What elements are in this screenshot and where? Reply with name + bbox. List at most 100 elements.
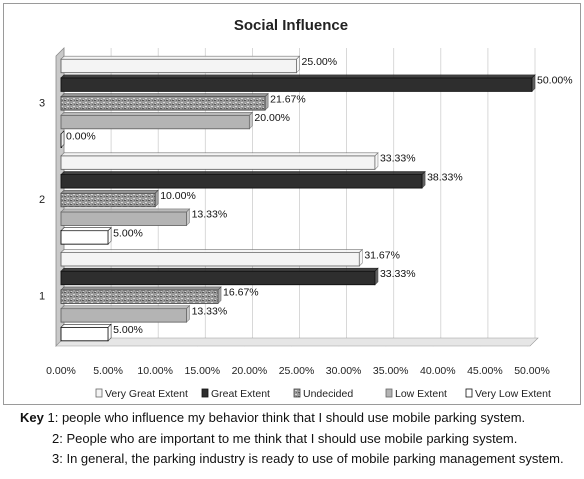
bar-end-face [249, 111, 253, 130]
bar [60, 211, 188, 226]
data-label: 5.00% [113, 227, 143, 239]
legend-label: Great Extent [211, 388, 270, 400]
key-section: Key 1: people who influence my behavior … [20, 408, 580, 470]
legend-swatch [95, 388, 103, 398]
data-label: 50.00% [537, 75, 573, 87]
key-item-2: 2: People who are important to me think … [52, 430, 518, 446]
bar-end-face [264, 92, 269, 111]
bar-top-face [60, 152, 379, 157]
bar-end-face [296, 55, 300, 74]
chart-frame: Social Influence 31.67% 33.33% 16.67% 13.33… [3, 3, 581, 405]
key-line-1: Key 1: people who influence my behavior … [20, 408, 580, 429]
data-label: 16.67% [223, 287, 259, 299]
bar-top-face [60, 111, 254, 116]
bar-top-face [60, 324, 112, 328]
legend-label: Very Great Extent [105, 388, 188, 400]
bar [60, 174, 423, 189]
bar-top-face [60, 305, 191, 309]
bar-top-face [60, 55, 301, 60]
legend: Very Great Extent Great Extent Undecided Lo… [95, 388, 551, 400]
bar [60, 289, 219, 304]
bar-top-face [60, 208, 191, 213]
bar-top-face [60, 74, 536, 79]
data-label: 33.33% [380, 153, 416, 165]
x-tick-label: 40.00% [420, 365, 456, 377]
bar-top-face [60, 171, 426, 175]
x-tick-label: 10.00% [137, 365, 173, 377]
bar-end-face [107, 226, 112, 245]
x-tick-label: 0.00% [46, 365, 76, 377]
legend-swatch [385, 388, 393, 398]
bars [60, 55, 536, 342]
bar [60, 270, 376, 286]
bar-end-face [154, 189, 159, 208]
data-label: 13.33% [192, 209, 228, 221]
x-tick-label: 20.00% [232, 365, 268, 377]
data-label: 10.00% [160, 190, 196, 202]
bar-end-face [374, 267, 379, 286]
bar [60, 230, 109, 245]
legend-swatch [201, 388, 209, 398]
plot-floor [55, 337, 539, 347]
bar [60, 58, 297, 74]
data-label: 0.00% [66, 131, 96, 143]
legend-swatch [465, 388, 473, 398]
data-labels: 31.67% 33.33% 16.67% 13.33% 5.00% 33.33% 38.33… [66, 56, 573, 336]
x-tick-label: 25.00% [279, 365, 315, 377]
data-label: 21.67% [270, 93, 306, 105]
x-tick-label: 30.00% [326, 365, 362, 377]
bar-end-face [107, 323, 112, 342]
bar [60, 155, 376, 170]
bar-end-face [374, 152, 379, 171]
bar-top-face [60, 189, 159, 194]
data-label: 33.33% [380, 268, 416, 280]
bar-top-face [60, 227, 112, 231]
key-item-1: 1: people who influence my behavior thin… [47, 410, 526, 425]
data-label: 25.00% [302, 56, 338, 68]
bar-end-face [217, 286, 222, 305]
bar-end-face [60, 130, 65, 149]
data-label: 38.33% [427, 171, 463, 183]
legend-label: Very Low Extent [475, 388, 551, 400]
bar-end-face [531, 74, 536, 93]
bar-end-face [186, 208, 190, 227]
legend-swatch [293, 388, 301, 398]
bar [60, 114, 250, 130]
bar [60, 308, 188, 323]
bar-top-face [60, 286, 222, 291]
legend-label: Low Extent [395, 388, 447, 400]
data-label: 13.33% [192, 305, 228, 317]
key-item-3: 3: In general, the parking industry is r… [52, 451, 564, 466]
legend-label: Undecided [303, 388, 353, 400]
x-axis-tick-labels: 0.00% 5.00% 10.00% 15.00% 20.00% 25.00% 30.00%… [46, 365, 550, 377]
bar-top-face [60, 267, 379, 272]
x-tick-label: 15.00% [184, 365, 220, 377]
x-tick-label: 5.00% [93, 365, 123, 377]
x-tick-label: 50.00% [514, 365, 550, 377]
key-line-3: 3: In general, the parking industry is r… [20, 449, 580, 470]
data-label: 31.67% [364, 249, 400, 261]
category-label: 2 [39, 194, 45, 206]
bar-end-face [186, 304, 190, 323]
key-heading: Key [20, 410, 44, 425]
category-label: 1 [39, 291, 45, 303]
bar [60, 326, 109, 342]
bar [60, 77, 533, 92]
bar-top-face [60, 249, 364, 253]
bar [60, 192, 156, 208]
chart-title: Social Influence [234, 17, 348, 34]
bar-end-face [421, 170, 426, 189]
category-labels: 1 2 3 [39, 97, 45, 302]
bar-chart: Social Influence 31.67% 33.33% 16.67% 13.33… [39, 17, 573, 400]
key-line-2: 2: People who are important to me think … [20, 429, 580, 450]
data-label: 5.00% [113, 324, 143, 336]
x-tick-label: 45.00% [467, 365, 503, 377]
bar [60, 96, 266, 111]
bar-end-face [359, 248, 363, 267]
bar-top-face [60, 93, 269, 97]
bar [60, 252, 360, 267]
data-label: 20.00% [254, 112, 290, 124]
x-tick-label: 35.00% [373, 365, 409, 377]
category-label: 3 [39, 97, 45, 109]
